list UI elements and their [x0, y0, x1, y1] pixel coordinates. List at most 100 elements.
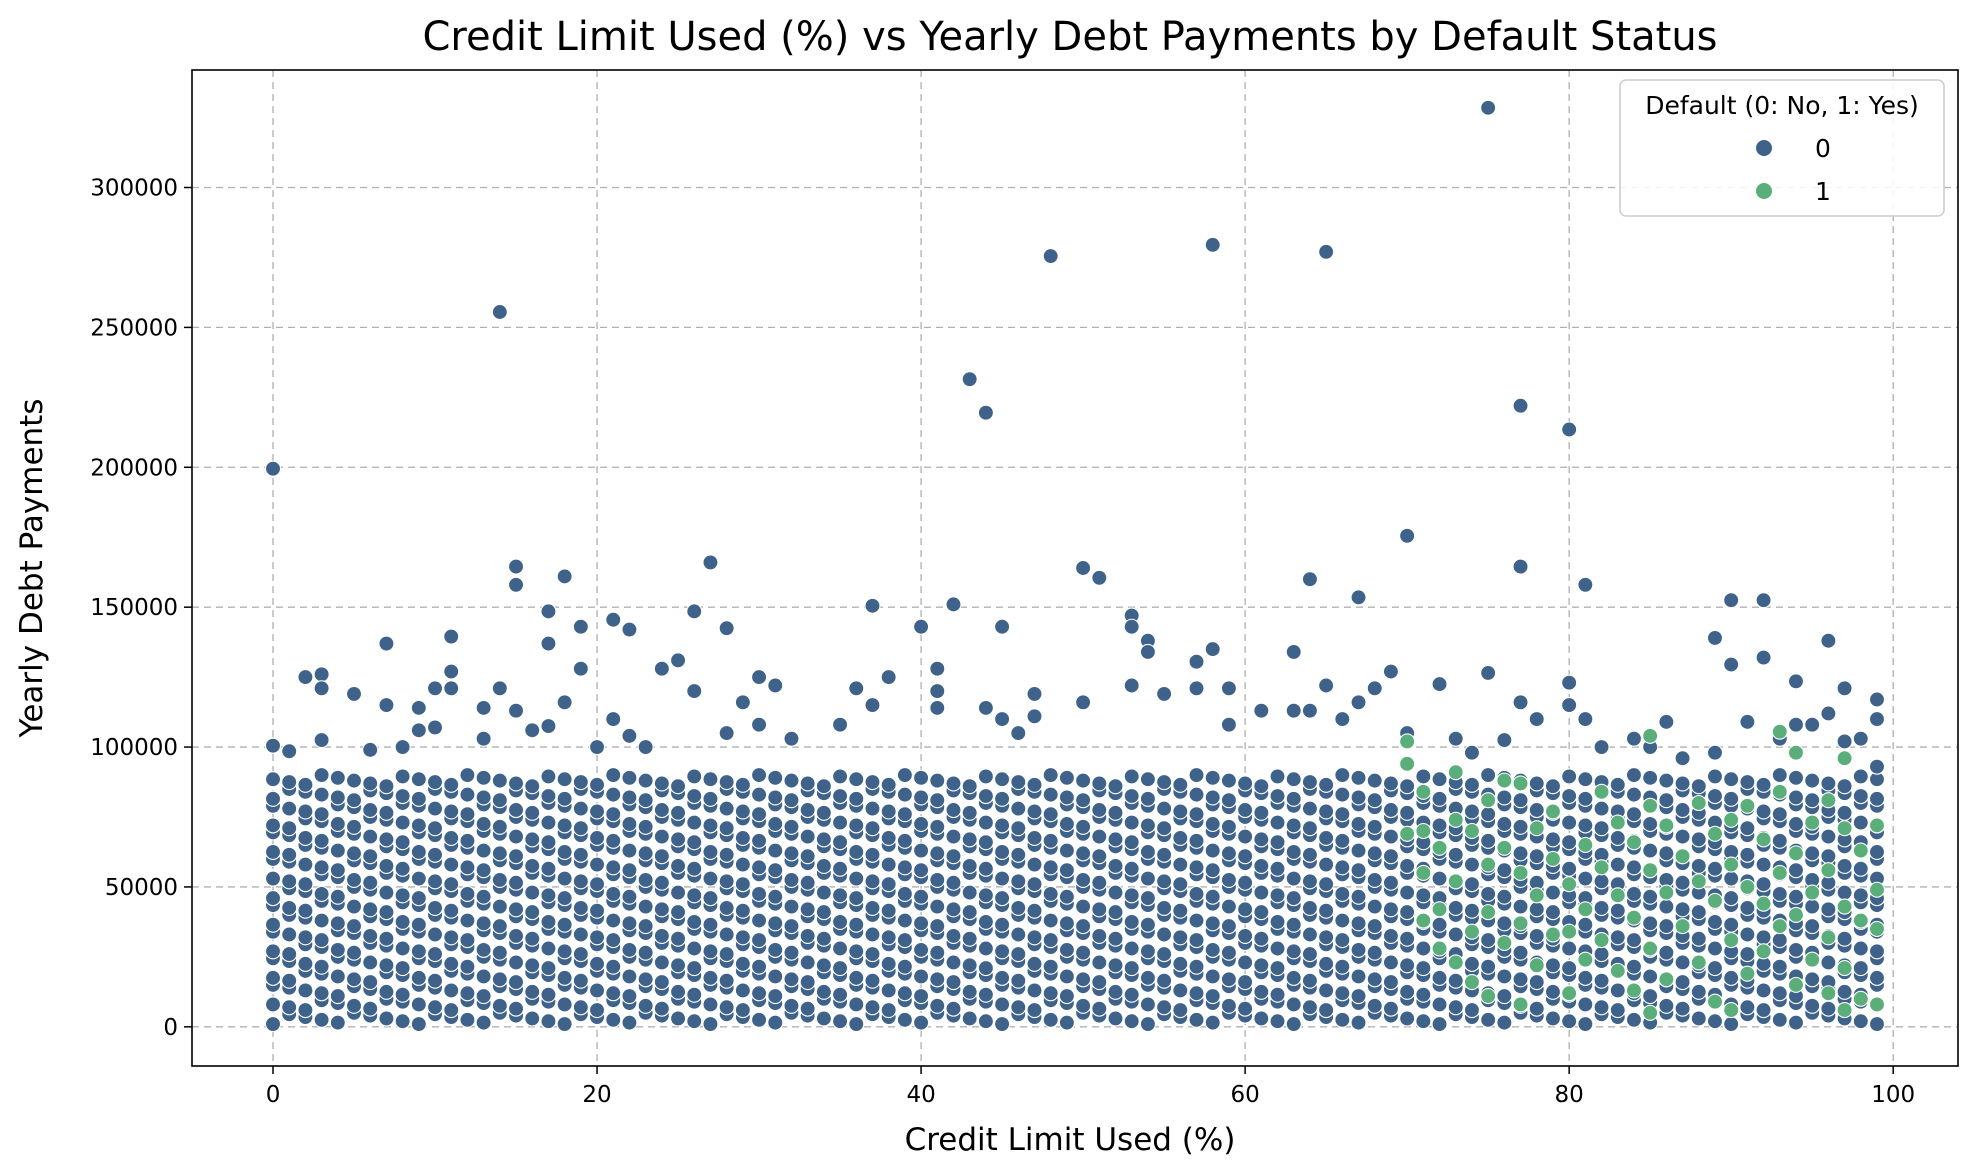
- data-point-series-0: [783, 971, 800, 988]
- data-point-series-0: [1415, 960, 1432, 977]
- data-point-series-0: [1350, 815, 1367, 833]
- data-point-series-0: [378, 930, 395, 947]
- data-point-series-0: [394, 814, 411, 831]
- data-point-series-0: [507, 848, 525, 865]
- data-point-series-0: [1204, 236, 1221, 253]
- data-point-series-0: [1318, 1001, 1335, 1019]
- data-point-series-0: [475, 862, 492, 879]
- data-point-series-0: [1706, 960, 1724, 977]
- data-point-series-0: [297, 902, 314, 919]
- data-point-series-0: [1399, 857, 1416, 875]
- data-point-series-0: [1642, 842, 1659, 859]
- data-point-series-0: [1399, 983, 1416, 1000]
- data-point-series-1: [1820, 985, 1837, 1002]
- x-tick-label: 0: [266, 1082, 281, 1108]
- data-point-series-0: [1755, 1001, 1772, 1019]
- data-point-series-0: [1188, 859, 1205, 876]
- data-point-series-0: [848, 943, 865, 960]
- data-point-series-0: [556, 996, 573, 1013]
- data-point-series-1: [1771, 864, 1788, 882]
- data-point-series-0: [1058, 968, 1075, 985]
- data-point-series-0: [556, 817, 573, 834]
- data-point-series-0: [605, 1011, 622, 1028]
- data-point-series-0: [637, 818, 654, 835]
- data-point-series-0: [1010, 773, 1027, 791]
- data-point-series-0: [556, 843, 573, 861]
- data-point-series-0: [281, 999, 298, 1016]
- data-point-series-0: [621, 621, 638, 638]
- y-tick-label: 300000: [90, 176, 178, 202]
- data-point-series-0: [783, 918, 800, 935]
- data-point-series-0: [281, 899, 298, 916]
- data-point-series-1: [1447, 811, 1464, 828]
- data-point-series-0: [1285, 890, 1302, 907]
- data-point-series-0: [329, 789, 346, 806]
- data-point-series-1: [1690, 794, 1707, 812]
- data-point-series-0: [961, 857, 978, 875]
- data-point-series-1: [1868, 817, 1886, 834]
- data-point-series-0: [1723, 790, 1740, 807]
- data-point-series-0: [1561, 960, 1578, 977]
- data-point-series-0: [1674, 874, 1691, 891]
- data-point-series-0: [1577, 870, 1594, 887]
- data-point-series-0: [1123, 860, 1140, 877]
- data-point-series-0: [1075, 694, 1092, 711]
- data-point-series-1: [1868, 996, 1886, 1013]
- data-point-series-0: [1674, 954, 1691, 971]
- data-point-series-0: [1075, 997, 1092, 1014]
- data-point-series-0: [880, 982, 897, 999]
- data-point-series-0: [751, 1011, 768, 1028]
- data-point-series-0: [1690, 831, 1707, 848]
- data-point-series-0: [426, 719, 444, 736]
- data-point-series-0: [1237, 974, 1254, 991]
- data-point-series-0: [1042, 985, 1059, 1002]
- data-point-series-0: [702, 554, 719, 571]
- data-point-series-0: [653, 801, 670, 819]
- data-point-series-0: [1561, 834, 1578, 851]
- data-point-series-0: [702, 870, 719, 887]
- data-point-series-0: [848, 1015, 865, 1033]
- data-point-series-0: [572, 899, 589, 916]
- data-point-series-0: [1625, 958, 1643, 975]
- data-point-series-1: [1577, 951, 1594, 968]
- data-point-series-0: [1868, 1015, 1886, 1033]
- data-point-series-0: [896, 859, 913, 876]
- data-point-series-0: [540, 860, 557, 877]
- data-point-series-0: [913, 842, 930, 859]
- data-point-series-0: [410, 969, 427, 986]
- data-point-series-1: [1723, 1001, 1740, 1019]
- data-point-series-0: [783, 792, 800, 809]
- data-point-series-0: [1755, 856, 1772, 873]
- data-point-series-0: [394, 887, 411, 904]
- data-point-series-0: [1544, 831, 1562, 848]
- data-point-series-0: [1528, 927, 1545, 944]
- data-point-series-0: [1609, 829, 1626, 847]
- data-point-series-0: [1107, 983, 1124, 1000]
- data-point-series-0: [621, 769, 638, 786]
- data-point-series-0: [1480, 766, 1497, 784]
- data-point-series-0: [556, 969, 573, 986]
- data-point-series-0: [605, 885, 622, 902]
- data-point-series-0: [1318, 876, 1335, 893]
- data-point-series-0: [1253, 983, 1270, 1000]
- data-point-series-0: [994, 843, 1011, 861]
- data-point-series-1: [1415, 822, 1432, 840]
- data-point-series-1: [1690, 954, 1707, 971]
- data-point-series-0: [1609, 1001, 1626, 1019]
- data-point-series-0: [670, 957, 687, 974]
- data-point-series-0: [264, 817, 282, 834]
- data-point-series-0: [1642, 769, 1659, 786]
- data-point-series-0: [313, 732, 330, 749]
- data-point-series-0: [718, 725, 735, 742]
- data-point-series-1: [1528, 820, 1545, 837]
- data-point-series-0: [832, 986, 849, 1003]
- data-point-series-0: [734, 876, 751, 893]
- data-point-series-0: [1739, 713, 1756, 730]
- data-point-series-0: [1156, 685, 1173, 702]
- data-point-series-0: [1771, 766, 1788, 784]
- data-point-series-0: [1690, 1010, 1707, 1027]
- data-point-series-0: [378, 697, 395, 714]
- data-point-series-0: [637, 997, 654, 1014]
- data-point-series-0: [832, 814, 849, 831]
- data-point-series-0: [1139, 1015, 1156, 1033]
